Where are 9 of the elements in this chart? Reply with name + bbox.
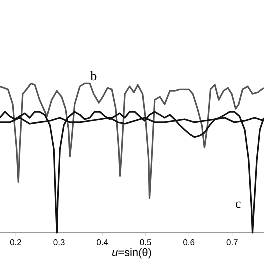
x-tick-label: 0.6 bbox=[184, 240, 195, 246]
x-axis-title: u=sin(θ) bbox=[112, 248, 152, 259]
x-tick-label: 0.3 bbox=[54, 240, 65, 246]
series-label: b bbox=[90, 71, 97, 81]
x-tick-label: 0.5 bbox=[140, 240, 152, 246]
series-label: c bbox=[236, 202, 241, 208]
x-tick-label: 0.4 bbox=[97, 240, 108, 246]
x-tick-label: 0.7 bbox=[226, 240, 238, 246]
x-tick-label: 0.2 bbox=[10, 240, 22, 246]
